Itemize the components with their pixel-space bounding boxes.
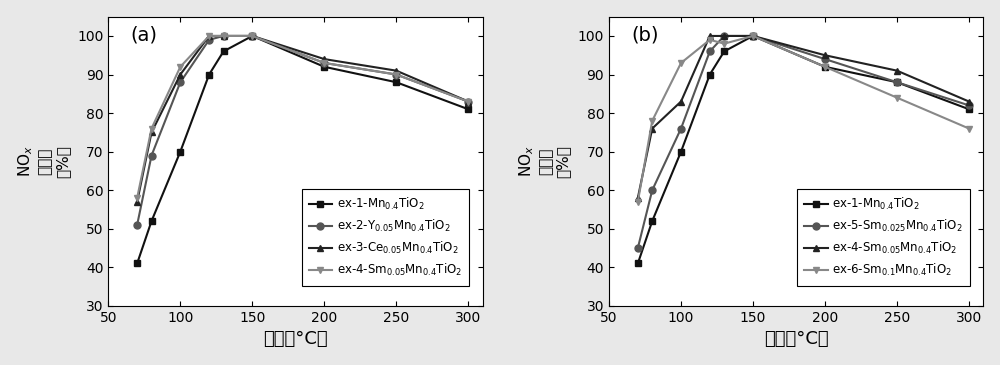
ex-5-Sm$_{0.025}$Mn$_{0.4}$TiO$_2$	[747, 34, 759, 38]
Legend: ex-1-Mn$_{0.4}$TiO$_2$, ex-2-Y$_{0.05}$Mn$_{0.4}$TiO$_2$, ex-3-Ce$_{0.05}$Mn$_{0: ex-1-Mn$_{0.4}$TiO$_2$, ex-2-Y$_{0.05}$M…	[302, 189, 469, 285]
ex-3-Ce$_{0.05}$Mn$_{0.4}$TiO$_2$	[390, 69, 402, 73]
ex-3-Ce$_{0.05}$Mn$_{0.4}$TiO$_2$	[203, 34, 215, 38]
X-axis label: 温度（°C）: 温度（°C）	[764, 330, 828, 348]
ex-5-Sm$_{0.025}$Mn$_{0.4}$TiO$_2$	[963, 103, 975, 108]
ex-2-Y$_{0.05}$Mn$_{0.4}$TiO$_2$	[218, 34, 230, 38]
ex-4-Sm$_{0.05}$Mn$_{0.4}$TiO$_2$	[203, 34, 215, 38]
ex-1-Mn$_{0.4}$TiO$_2$	[246, 34, 258, 38]
ex-1-Mn$_{0.4}$TiO$_2$	[632, 261, 644, 266]
ex-6-Sm$_{0.1}$Mn$_{0.4}$TiO$_2$	[704, 38, 716, 42]
ex-5-Sm$_{0.025}$Mn$_{0.4}$TiO$_2$	[891, 80, 903, 84]
ex-4-Sm$_{0.05}$Mn$_{0.4}$TiO$_2$	[718, 34, 730, 38]
ex-4-Sm$_{0.05}$Mn$_{0.4}$TiO$_2$	[675, 99, 687, 104]
ex-4-Sm$_{0.05}$Mn$_{0.4}$TiO$_2$	[390, 72, 402, 77]
ex-6-Sm$_{0.1}$Mn$_{0.4}$TiO$_2$	[819, 65, 831, 69]
ex-3-Ce$_{0.05}$Mn$_{0.4}$TiO$_2$	[462, 99, 474, 104]
Line: ex-4-Sm$_{0.05}$Mn$_{0.4}$TiO$_2$: ex-4-Sm$_{0.05}$Mn$_{0.4}$TiO$_2$	[134, 32, 472, 201]
ex-4-Sm$_{0.05}$Mn$_{0.4}$TiO$_2$	[963, 99, 975, 104]
Line: ex-6-Sm$_{0.1}$Mn$_{0.4}$TiO$_2$: ex-6-Sm$_{0.1}$Mn$_{0.4}$TiO$_2$	[634, 32, 972, 205]
ex-3-Ce$_{0.05}$Mn$_{0.4}$TiO$_2$	[218, 34, 230, 38]
ex-4-Sm$_{0.05}$Mn$_{0.4}$TiO$_2$	[246, 34, 258, 38]
ex-2-Y$_{0.05}$Mn$_{0.4}$TiO$_2$	[390, 72, 402, 77]
ex-4-Sm$_{0.05}$Mn$_{0.4}$TiO$_2$	[174, 65, 186, 69]
Text: (b): (b)	[631, 25, 659, 44]
ex-3-Ce$_{0.05}$Mn$_{0.4}$TiO$_2$	[246, 34, 258, 38]
X-axis label: 温度（°C）: 温度（°C）	[263, 330, 328, 348]
ex-4-Sm$_{0.05}$Mn$_{0.4}$TiO$_2$	[819, 53, 831, 57]
ex-1-Mn$_{0.4}$TiO$_2$	[318, 65, 330, 69]
ex-6-Sm$_{0.1}$Mn$_{0.4}$TiO$_2$	[632, 200, 644, 204]
ex-3-Ce$_{0.05}$Mn$_{0.4}$TiO$_2$	[174, 72, 186, 77]
ex-5-Sm$_{0.025}$Mn$_{0.4}$TiO$_2$	[819, 57, 831, 61]
ex-1-Mn$_{0.4}$TiO$_2$	[203, 72, 215, 77]
ex-1-Mn$_{0.4}$TiO$_2$	[718, 49, 730, 54]
ex-1-Mn$_{0.4}$TiO$_2$	[963, 107, 975, 111]
ex-1-Mn$_{0.4}$TiO$_2$	[218, 49, 230, 54]
ex-6-Sm$_{0.1}$Mn$_{0.4}$TiO$_2$	[963, 126, 975, 131]
ex-4-Sm$_{0.05}$Mn$_{0.4}$TiO$_2$	[632, 196, 644, 200]
ex-1-Mn$_{0.4}$TiO$_2$	[390, 80, 402, 84]
ex-1-Mn$_{0.4}$TiO$_2$	[704, 72, 716, 77]
ex-4-Sm$_{0.05}$Mn$_{0.4}$TiO$_2$	[318, 61, 330, 65]
ex-2-Y$_{0.05}$Mn$_{0.4}$TiO$_2$	[462, 99, 474, 104]
ex-5-Sm$_{0.025}$Mn$_{0.4}$TiO$_2$	[646, 188, 658, 192]
ex-1-Mn$_{0.4}$TiO$_2$	[675, 149, 687, 154]
ex-6-Sm$_{0.1}$Mn$_{0.4}$TiO$_2$	[747, 34, 759, 38]
ex-5-Sm$_{0.025}$Mn$_{0.4}$TiO$_2$	[704, 49, 716, 54]
ex-4-Sm$_{0.05}$Mn$_{0.4}$TiO$_2$	[646, 126, 658, 131]
ex-1-Mn$_{0.4}$TiO$_2$	[131, 261, 143, 266]
Line: ex-1-Mn$_{0.4}$TiO$_2$: ex-1-Mn$_{0.4}$TiO$_2$	[634, 32, 972, 267]
ex-4-Sm$_{0.05}$Mn$_{0.4}$TiO$_2$	[146, 126, 158, 131]
Legend: ex-1-Mn$_{0.4}$TiO$_2$, ex-5-Sm$_{0.025}$Mn$_{0.4}$TiO$_2$, ex-4-Sm$_{0.05}$Mn$_: ex-1-Mn$_{0.4}$TiO$_2$, ex-5-Sm$_{0.025}…	[797, 189, 970, 285]
ex-6-Sm$_{0.1}$Mn$_{0.4}$TiO$_2$	[646, 119, 658, 123]
ex-1-Mn$_{0.4}$TiO$_2$	[462, 107, 474, 111]
ex-1-Mn$_{0.4}$TiO$_2$	[646, 219, 658, 223]
ex-2-Y$_{0.05}$Mn$_{0.4}$TiO$_2$	[146, 153, 158, 158]
ex-2-Y$_{0.05}$Mn$_{0.4}$TiO$_2$	[246, 34, 258, 38]
Y-axis label: NO$_x$
转化率
（%）: NO$_x$ 转化率 （%）	[517, 145, 571, 178]
ex-5-Sm$_{0.025}$Mn$_{0.4}$TiO$_2$	[718, 34, 730, 38]
ex-4-Sm$_{0.05}$Mn$_{0.4}$TiO$_2$	[891, 69, 903, 73]
ex-2-Y$_{0.05}$Mn$_{0.4}$TiO$_2$	[318, 61, 330, 65]
ex-5-Sm$_{0.025}$Mn$_{0.4}$TiO$_2$	[632, 246, 644, 250]
ex-6-Sm$_{0.1}$Mn$_{0.4}$TiO$_2$	[675, 61, 687, 65]
ex-2-Y$_{0.05}$Mn$_{0.4}$TiO$_2$	[174, 80, 186, 84]
ex-5-Sm$_{0.025}$Mn$_{0.4}$TiO$_2$	[675, 126, 687, 131]
Y-axis label: NO$_x$
转化率
（%）: NO$_x$ 转化率 （%）	[17, 145, 70, 178]
Text: (a): (a)	[131, 25, 158, 44]
ex-4-Sm$_{0.05}$Mn$_{0.4}$TiO$_2$	[131, 196, 143, 200]
ex-6-Sm$_{0.1}$Mn$_{0.4}$TiO$_2$	[718, 42, 730, 46]
Line: ex-5-Sm$_{0.025}$Mn$_{0.4}$TiO$_2$: ex-5-Sm$_{0.025}$Mn$_{0.4}$TiO$_2$	[634, 32, 972, 251]
ex-2-Y$_{0.05}$Mn$_{0.4}$TiO$_2$	[131, 223, 143, 227]
ex-4-Sm$_{0.05}$Mn$_{0.4}$TiO$_2$	[704, 34, 716, 38]
Line: ex-3-Ce$_{0.05}$Mn$_{0.4}$TiO$_2$: ex-3-Ce$_{0.05}$Mn$_{0.4}$TiO$_2$	[134, 32, 472, 205]
ex-4-Sm$_{0.05}$Mn$_{0.4}$TiO$_2$	[747, 34, 759, 38]
Line: ex-1-Mn$_{0.4}$TiO$_2$: ex-1-Mn$_{0.4}$TiO$_2$	[134, 32, 472, 267]
Line: ex-4-Sm$_{0.05}$Mn$_{0.4}$TiO$_2$: ex-4-Sm$_{0.05}$Mn$_{0.4}$TiO$_2$	[634, 32, 972, 201]
ex-3-Ce$_{0.05}$Mn$_{0.4}$TiO$_2$	[318, 57, 330, 61]
Line: ex-2-Y$_{0.05}$Mn$_{0.4}$TiO$_2$: ex-2-Y$_{0.05}$Mn$_{0.4}$TiO$_2$	[134, 32, 472, 228]
ex-1-Mn$_{0.4}$TiO$_2$	[891, 80, 903, 84]
ex-3-Ce$_{0.05}$Mn$_{0.4}$TiO$_2$	[146, 130, 158, 135]
ex-1-Mn$_{0.4}$TiO$_2$	[146, 219, 158, 223]
ex-6-Sm$_{0.1}$Mn$_{0.4}$TiO$_2$	[891, 96, 903, 100]
ex-1-Mn$_{0.4}$TiO$_2$	[747, 34, 759, 38]
ex-3-Ce$_{0.05}$Mn$_{0.4}$TiO$_2$	[131, 200, 143, 204]
ex-1-Mn$_{0.4}$TiO$_2$	[174, 149, 186, 154]
ex-4-Sm$_{0.05}$Mn$_{0.4}$TiO$_2$	[462, 99, 474, 104]
ex-1-Mn$_{0.4}$TiO$_2$	[819, 65, 831, 69]
ex-4-Sm$_{0.05}$Mn$_{0.4}$TiO$_2$	[218, 34, 230, 38]
ex-2-Y$_{0.05}$Mn$_{0.4}$TiO$_2$	[203, 38, 215, 42]
